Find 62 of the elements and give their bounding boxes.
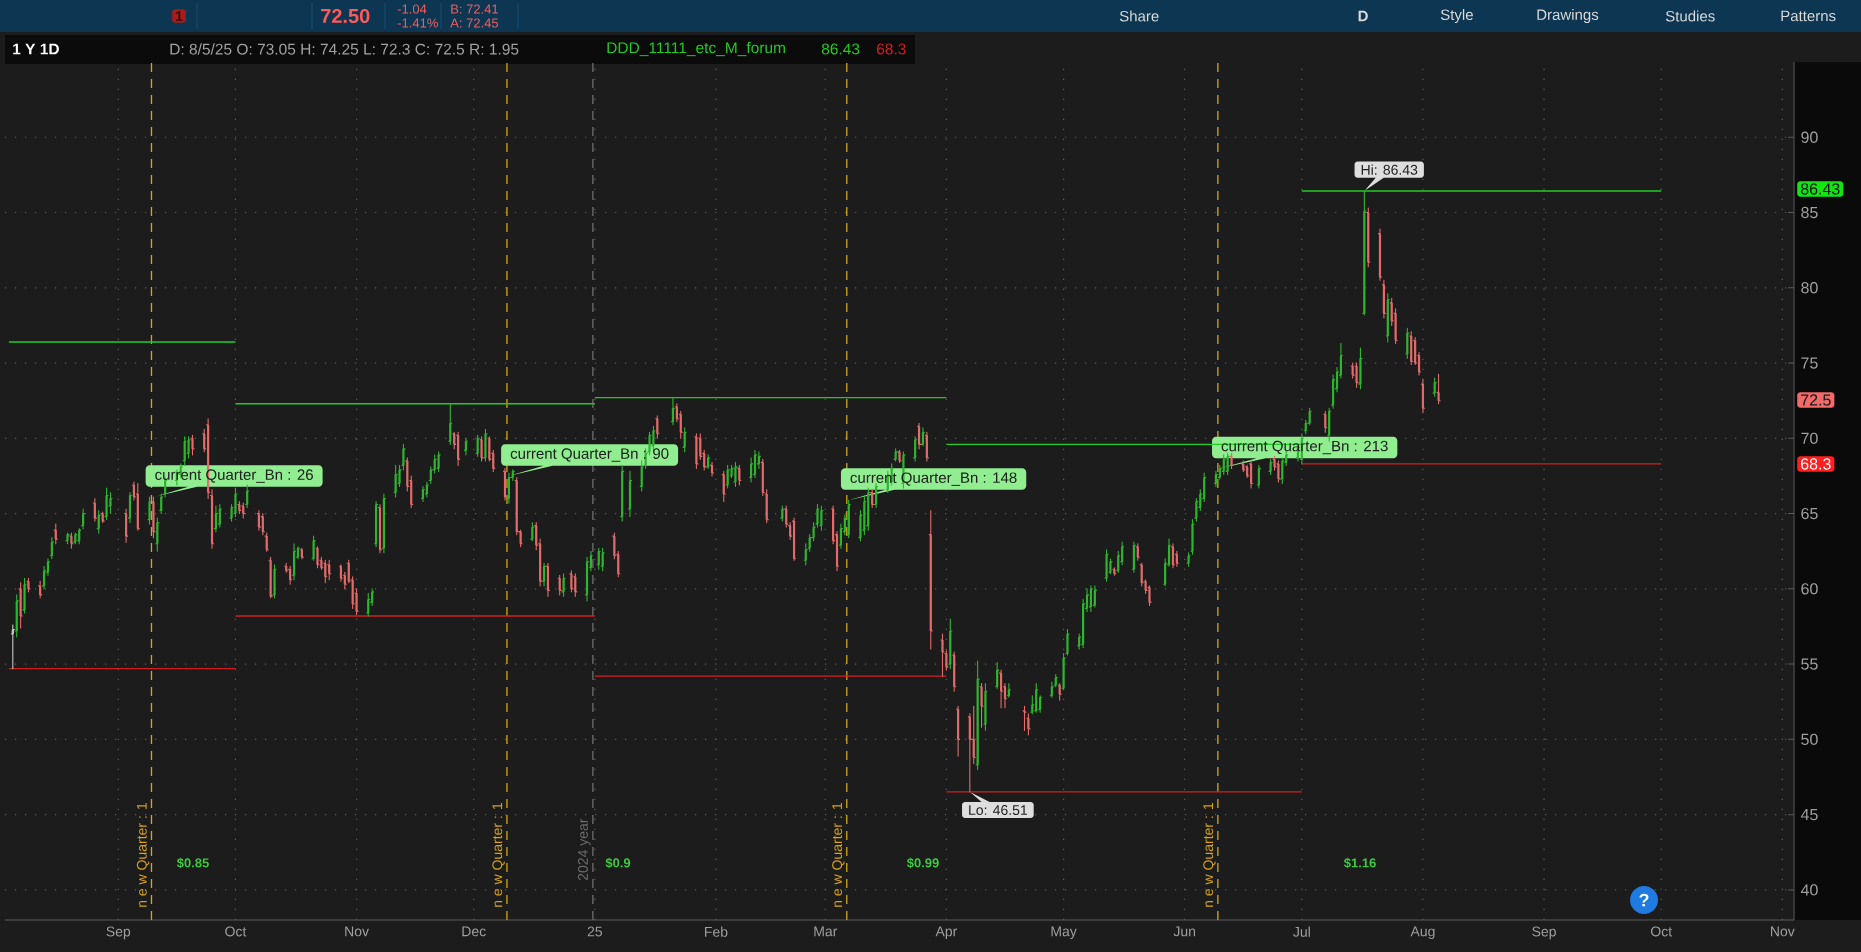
x-tick-label: Jul [1293,926,1310,937]
y-tick-label: 45 [1800,809,1818,821]
x-tick-label: Feb [705,926,728,937]
x-tick-label: Apr [935,926,958,940]
x-tick-label: 25 [587,926,603,937]
annotation: $0.85 [176,857,209,869]
annotation: Hi: 86.43 [1361,164,1418,175]
text: 86.43 [821,43,860,55]
text: B: 72.41 [451,4,498,14]
annotation: $0.9 [605,857,631,869]
y-tick-label: 65 [1801,507,1818,520]
annotation: current Quarter_Bn : 90 [510,448,669,462]
text: -1.41% [397,18,438,28]
x-tick-label: Jun [1173,926,1196,937]
y-tick-label: 90 [1801,131,1818,143]
x-tick-label: Sep [106,926,131,940]
x-tick-label: Nov [1771,926,1795,937]
text: 68.3 [1801,458,1831,470]
x-tick-label: Aug [1410,926,1435,940]
x-tick-label: Oct [1650,926,1673,937]
y-tick-label: 50 [1801,733,1818,746]
annotation: $0.99 [906,857,939,869]
annotation: current Quarter_Bn : 213 [1221,440,1388,455]
ref-line-label: n e w Quarter : 1 [492,802,505,907]
x-tick-label: Nov [345,926,369,937]
text: Patterns [1781,10,1836,22]
text: Share [1119,10,1159,22]
y-tick-label: 60 [1801,583,1818,595]
ref-line-label: n e w Quarter : 1 [832,802,845,907]
y-tick-label: 75 [1801,357,1818,369]
y-tick-label: 80 [1801,282,1818,294]
text: 72.5 [1801,394,1831,406]
text: 1 [175,11,183,21]
x-tick-label: Sep [1532,926,1556,940]
text: D [1358,10,1368,22]
candlestick [1189,519,1195,555]
x-tick-label: Oct [225,926,247,937]
annotation: $1.16 [1343,857,1376,869]
text: 86.43 [1800,183,1840,195]
chart-subtitle: D: 8/5/25 O: 73.05 H: 74.25 L: 72.3 C: 72.5 R: 1.95 [170,43,519,55]
ref-line-label: n e w Quarter : 1 [136,802,150,907]
text: 68.3 [876,43,906,55]
text: DDD_11111_etc_M_forum [607,41,785,57]
x-tick-label: Mar [814,926,838,937]
y-tick-label: 70 [1801,432,1818,444]
text: -1.04 [397,4,427,14]
text: 72.50 [321,8,370,24]
x-tick-label: May [1051,926,1077,940]
annotation: ? [1639,893,1649,907]
y-tick-label: 40 [1800,884,1818,896]
chart-title: 1 Y 1D [13,43,59,55]
ref-line-label: 2024 year [578,818,591,881]
x-tick-label: Dec [462,926,486,937]
text: Style [1440,8,1473,23]
text: A: 72.45 [450,18,499,28]
annotation: current Quarter_Bn : 148 [850,472,1017,486]
text: Studies [1665,10,1715,22]
annotation: Lo: 46.51 [969,805,1028,816]
y-tick-label: 55 [1801,658,1818,670]
ref-line-label: n e w Quarter : 1 [1203,802,1216,907]
y-tick-label: 85 [1801,206,1818,219]
text: Drawings [1537,8,1599,23]
